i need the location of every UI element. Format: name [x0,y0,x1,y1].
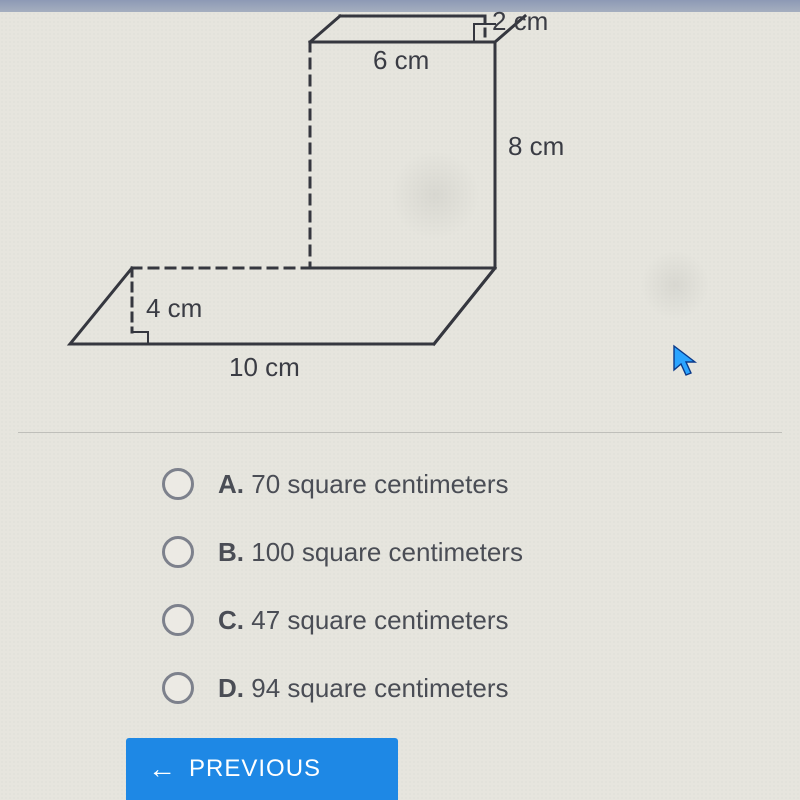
choice-c-label: 47 square centimeters [251,605,508,635]
choice-c-text: C. 47 square centimeters [218,605,508,636]
dim-8cm: 8 cm [508,131,564,162]
radio-d[interactable] [162,672,194,704]
cursor-icon [672,344,698,378]
radio-b[interactable] [162,536,194,568]
choice-b-letter: B. [218,537,244,567]
dim-10cm: 10 cm [229,352,300,383]
choice-b-text: B. 100 square centimeters [218,537,523,568]
radio-a[interactable] [162,468,194,500]
choice-a-letter: A. [218,469,244,499]
choice-d[interactable]: D. 94 square centimeters [162,672,523,704]
choice-a[interactable]: A. 70 square centimeters [162,468,523,500]
previous-button[interactable]: ← PREVIOUS [126,738,398,800]
geometry-figure: 2 cm 6 cm 8 cm 4 cm 10 cm [0,12,800,400]
arrow-left-icon: ← [148,755,177,783]
choice-c[interactable]: C. 47 square centimeters [162,604,523,636]
choice-a-label: 70 square centimeters [251,469,508,499]
radio-c[interactable] [162,604,194,636]
choice-b-label: 100 square centimeters [251,537,523,567]
choice-c-letter: C. [218,605,244,635]
previous-label: PREVIOUS [189,755,321,783]
section-divider [18,432,782,433]
choice-d-label: 94 square centimeters [251,673,508,703]
dim-6cm: 6 cm [373,45,429,76]
choice-d-text: D. 94 square centimeters [218,673,508,704]
dim-4cm: 4 cm [146,293,202,324]
choice-a-text: A. 70 square centimeters [218,469,508,500]
answer-choices: A. 70 square centimeters B. 100 square c… [162,468,523,740]
choice-b[interactable]: B. 100 square centimeters [162,536,523,568]
dim-2cm: 2 cm [492,6,548,37]
window-topbar [0,0,800,12]
choice-d-letter: D. [218,673,244,703]
